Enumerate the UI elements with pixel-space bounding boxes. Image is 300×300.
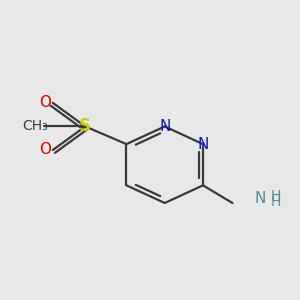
Text: H: H (271, 194, 281, 208)
Text: O: O (40, 142, 52, 158)
Text: N: N (159, 119, 170, 134)
Text: O: O (40, 95, 52, 110)
Text: CH₃: CH₃ (22, 119, 48, 134)
Text: H: H (271, 189, 281, 202)
Text: N: N (254, 191, 266, 206)
Text: N: N (197, 136, 209, 152)
Text: S: S (79, 117, 91, 135)
